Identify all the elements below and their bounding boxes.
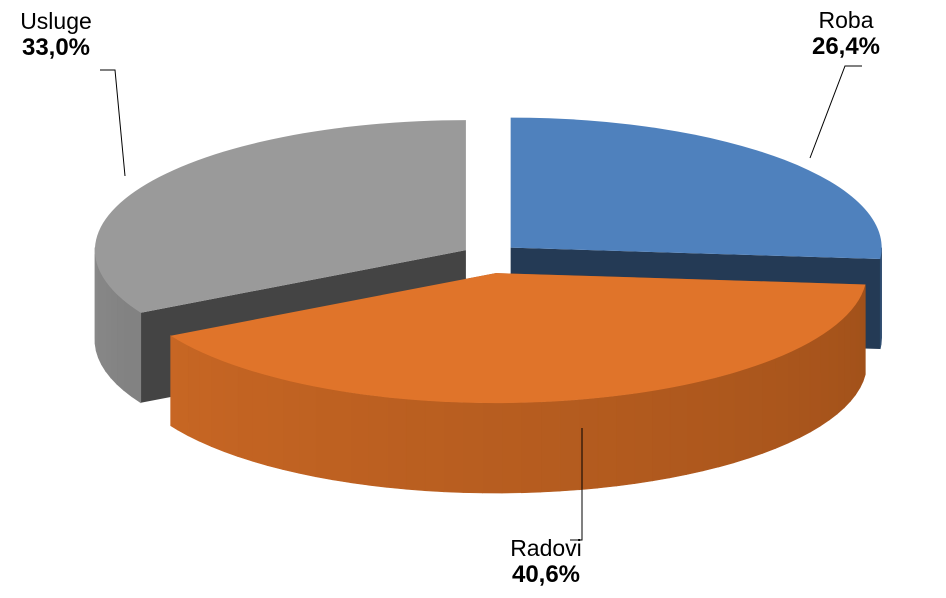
pie-slice-radovi: [170, 273, 866, 404]
slice-wall-roba: [879, 254, 882, 350]
data-label-usluge-category: Usluge: [20, 8, 92, 34]
slice-wall-radovi: [775, 352, 789, 449]
slice-wall-radovi: [521, 401, 542, 494]
slice-wall-radovi: [855, 296, 861, 396]
slice-wall-radovi: [251, 370, 268, 466]
slice-wall-radovi: [828, 323, 838, 421]
slice-wall-radovi: [199, 350, 212, 448]
data-label-usluge: Usluge 33,0%: [1, 8, 111, 62]
slice-wall-radovi: [501, 402, 522, 494]
slice-wall-radovi: [862, 284, 866, 382]
slice-wall-radovi: [462, 402, 483, 494]
slice-wall-radovi: [350, 392, 369, 486]
data-label-usluge-value: 33,0%: [21, 33, 91, 61]
slice-wall-radovi: [405, 398, 426, 491]
leader-line-roba: [809, 65, 862, 159]
slice-wall-radovi: [686, 380, 704, 475]
data-label-radovi-value: 40,6%: [511, 560, 581, 588]
slice-tops: [94, 117, 882, 404]
slice-wall-radovi: [652, 387, 671, 482]
slice-wall-radovi: [819, 329, 830, 427]
slice-wall-radovi: [859, 291, 864, 389]
data-label-roba-category: Roba: [818, 7, 874, 33]
slice-wall-radovi: [482, 402, 503, 494]
slice-wall-radovi: [386, 397, 407, 490]
slice-wall-radovi: [836, 316, 845, 415]
slice-wall-radovi: [368, 394, 388, 488]
slice-wall-usluge: [116, 293, 125, 392]
slice-wall-radovi: [718, 372, 735, 468]
slice-wall-radovi: [702, 376, 720, 472]
data-label-radovi: Radovi 40,6%: [491, 535, 601, 589]
pie-slice-usluge: [94, 120, 466, 313]
slice-wall-radovi: [332, 389, 351, 484]
slice-wall-radovi: [559, 399, 580, 492]
slice-wall-radovi: [424, 400, 445, 493]
slice-wall-usluge: [123, 299, 133, 398]
slice-wall-radovi: [237, 366, 253, 462]
slice-wall-radovi: [266, 375, 284, 470]
slice-wall-usluge: [131, 306, 142, 404]
slice-wall-radovi: [187, 345, 200, 442]
slice-wall-radovi: [787, 347, 800, 444]
slice-wall-radovi: [540, 400, 561, 493]
slice-wall-radovi: [850, 303, 856, 403]
data-label-radovi-category: Radovi: [510, 535, 582, 561]
slice-wall-radovi: [223, 361, 239, 457]
slice-wall-radovi: [762, 357, 776, 454]
slice-wall-radovi: [597, 395, 617, 489]
slice-wall-radovi: [669, 384, 687, 479]
slice-wall-radovi: [634, 390, 653, 484]
slice-wall-radovi: [177, 339, 189, 437]
slice-wall-radovi: [315, 386, 334, 481]
slice-wall-radovi: [298, 382, 316, 478]
slice-wall-usluge: [101, 273, 106, 373]
slice-wall-radovi: [844, 310, 851, 409]
slice-wall-radovi: [443, 401, 464, 493]
slice-wall-radovi: [748, 363, 763, 459]
data-label-roba-value: 26,4%: [811, 32, 881, 60]
leader-line-radovi: [570, 428, 583, 541]
leader-line-usluge: [100, 69, 126, 177]
slice-wall-radovi: [170, 335, 178, 431]
pie-slice-roba: [510, 117, 882, 260]
slice-wall-radovi: [282, 379, 300, 474]
slice-wall-radovi: [799, 341, 811, 439]
slice-wall-radovi: [809, 335, 821, 433]
slice-wall-radovi: [733, 367, 749, 464]
slice-wall-radovi: [616, 393, 635, 487]
slice-wall-usluge: [110, 286, 118, 385]
slice-wall-usluge: [105, 280, 112, 379]
slice-wall-usluge: [95, 260, 99, 358]
data-label-roba: Roba 26,4%: [791, 7, 901, 61]
slice-wall-usluge: [98, 267, 102, 365]
slice-wall-radovi: [211, 356, 225, 453]
